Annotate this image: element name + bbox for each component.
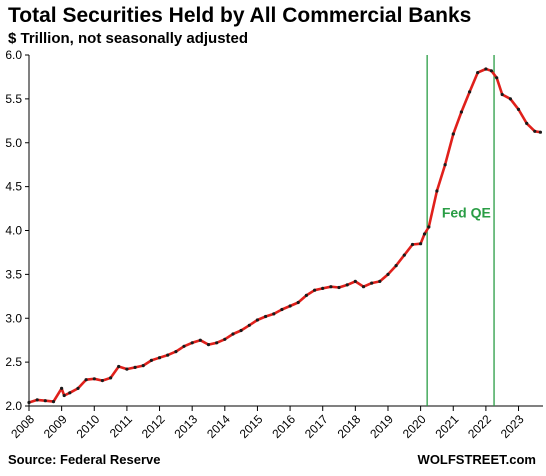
x-tick-label: 2008 (8, 412, 37, 441)
y-tick-label: 6.0 (5, 48, 22, 62)
data-point (255, 318, 259, 322)
data-point (378, 279, 382, 283)
y-tick-label: 4.0 (5, 224, 22, 238)
source-note: Source: Federal Reserve (8, 452, 161, 467)
data-point (182, 344, 186, 348)
data-point (427, 225, 431, 229)
x-tick-label: 2022 (465, 412, 494, 441)
annotation-label: Fed QE (442, 204, 491, 220)
y-tick-label: 3.5 (5, 267, 22, 281)
data-point (313, 288, 317, 292)
data-point (166, 353, 170, 357)
y-tick-label: 3.0 (5, 311, 22, 325)
data-point (288, 304, 292, 308)
data-point (215, 341, 219, 345)
data-point (141, 364, 145, 368)
data-point (402, 253, 406, 257)
data-point (206, 343, 211, 347)
y-tick-label: 5.5 (5, 92, 22, 106)
data-point (419, 242, 423, 246)
data-point (149, 358, 153, 362)
x-tick-label: 2018 (335, 412, 364, 441)
data-point (353, 279, 357, 283)
series-line (27, 67, 542, 404)
data-point (370, 281, 374, 285)
data-point (500, 92, 504, 97)
x-tick-label: 2012 (139, 412, 168, 441)
data-point (100, 379, 104, 383)
data-point (451, 132, 455, 136)
data-point (231, 332, 235, 336)
data-point (76, 386, 80, 390)
data-point (508, 97, 512, 101)
data-point (422, 232, 427, 236)
y-tick-label: 2.0 (5, 399, 22, 413)
data-point (361, 285, 366, 289)
x-tick-label: 2015 (237, 412, 266, 441)
data-point (51, 400, 56, 404)
y-tick-label: 5.0 (5, 136, 22, 150)
data-point (60, 386, 64, 390)
data-point (264, 314, 268, 319)
data-point (435, 189, 439, 193)
x-tick-label: 2011 (107, 412, 135, 440)
data-point (345, 283, 349, 287)
data-point (337, 285, 341, 290)
data-point (84, 378, 88, 382)
x-tick-label: 2013 (171, 412, 200, 441)
data-point (43, 399, 47, 403)
x-tick-label: 2014 (204, 412, 233, 441)
data-point (304, 293, 308, 297)
data-point (174, 350, 178, 354)
data-point (62, 393, 66, 398)
data-point (109, 376, 113, 380)
data-point (198, 338, 202, 342)
data-point (329, 285, 333, 289)
x-tick-label: 2023 (498, 412, 527, 441)
x-tick-label: 2010 (74, 412, 103, 441)
data-point (27, 400, 31, 405)
data-point (495, 76, 499, 80)
credit-label: WOLFSTREET.com (417, 452, 536, 467)
x-tick-label: 2016 (269, 412, 298, 441)
data-point (35, 398, 39, 402)
data-point (239, 328, 243, 333)
data-point (223, 337, 227, 341)
data-point (321, 286, 325, 290)
data-point (117, 364, 121, 369)
data-point (459, 110, 463, 114)
data-point (394, 264, 398, 268)
data-point (272, 312, 276, 316)
data-point (443, 163, 447, 167)
x-tick-label: 2020 (400, 412, 429, 441)
y-tick-label: 2.5 (5, 355, 22, 369)
data-point (410, 242, 415, 247)
x-tick-label: 2017 (302, 412, 331, 441)
data-point (484, 67, 488, 71)
data-point (133, 365, 137, 369)
x-tick-label: 2021 (433, 412, 462, 441)
chart-title: Total Securities Held by All Commercial … (8, 4, 472, 27)
data-point (247, 323, 251, 327)
data-point (386, 272, 390, 276)
data-point (489, 69, 493, 73)
data-point (68, 391, 72, 395)
data-point (157, 356, 162, 360)
x-tick-label: 2009 (41, 412, 70, 441)
data-point (476, 71, 480, 75)
chart-subtitle: $ Trillion, not seasonally adjusted (8, 30, 249, 47)
data-point (280, 307, 284, 312)
data-point (538, 130, 543, 134)
x-tick-label: 2019 (367, 412, 396, 441)
data-point (525, 121, 529, 125)
data-point (516, 107, 521, 111)
data-point (468, 90, 472, 94)
data-point (296, 300, 300, 305)
data-point (533, 129, 537, 133)
y-tick-label: 4.5 (5, 180, 22, 194)
data-point (125, 367, 129, 371)
data-point (92, 377, 96, 381)
data-point (190, 341, 194, 345)
